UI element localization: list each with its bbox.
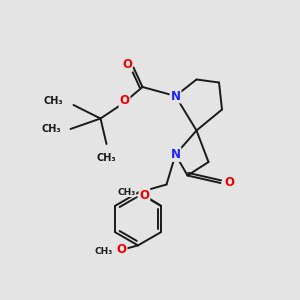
Text: N: N xyxy=(170,148,181,161)
Text: CH₃: CH₃ xyxy=(44,96,63,106)
Text: CH₃: CH₃ xyxy=(97,153,116,163)
Text: O: O xyxy=(122,58,132,71)
Text: CH₃: CH₃ xyxy=(42,124,62,134)
Text: O: O xyxy=(224,176,234,190)
Text: CH₃: CH₃ xyxy=(118,188,136,197)
Text: O: O xyxy=(116,243,127,256)
Text: O: O xyxy=(119,94,130,107)
Text: CH₃: CH₃ xyxy=(95,247,113,256)
Text: N: N xyxy=(170,89,181,103)
Text: O: O xyxy=(140,189,149,202)
